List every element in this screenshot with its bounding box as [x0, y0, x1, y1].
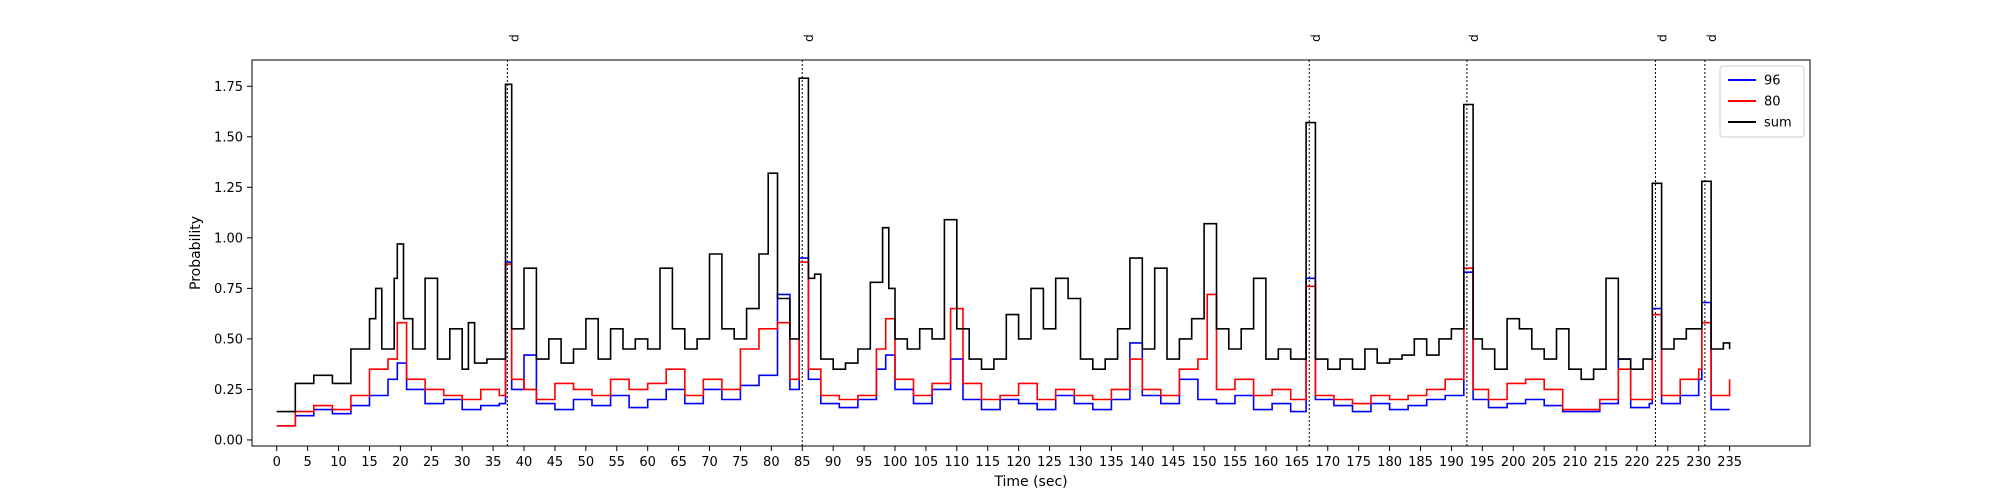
legend: 96 80 sum	[1719, 65, 1805, 138]
x-tick-label: 30	[454, 455, 471, 470]
x-tick-label: 50	[578, 455, 595, 470]
x-tick-label: 210	[1563, 455, 1588, 470]
x-tick-label: 110	[944, 455, 969, 470]
x-tick-label: 75	[732, 455, 749, 470]
x-tick-label: 145	[1161, 455, 1186, 470]
x-tick-label: 90	[825, 455, 842, 470]
x-tick-label: 125	[1037, 455, 1062, 470]
x-tick-label: 230	[1686, 455, 1711, 470]
x-tick-label: 215	[1594, 455, 1619, 470]
y-tick-label: 0.25	[214, 383, 243, 398]
y-axis-ticks: 0.00 0.25 0.50 0.75 1.00 1.25 1.50 1.75	[214, 80, 252, 448]
x-tick-label: 130	[1068, 455, 1093, 470]
x-tick-label: 205	[1532, 455, 1557, 470]
x-tick-label: 180	[1377, 455, 1402, 470]
y-tick-label: 0.50	[214, 332, 243, 347]
x-tick-label: 155	[1223, 455, 1248, 470]
x-tick-label: 65	[670, 455, 687, 470]
y-axis-label: Probability	[188, 216, 204, 290]
x-tick-label: 170	[1315, 455, 1340, 470]
x-tick-label: 60	[639, 455, 656, 470]
x-tick-label: 95	[856, 455, 873, 470]
x-tick-label: 140	[1130, 455, 1155, 470]
event-marker-label: p	[508, 34, 522, 42]
y-tick-label: 1.50	[214, 130, 243, 145]
x-tick-label: 175	[1346, 455, 1371, 470]
y-tick-label: 1.00	[214, 231, 243, 246]
x-axis-label: Time (sec)	[993, 474, 1067, 490]
x-tick-label: 225	[1655, 455, 1680, 470]
y-tick-label: 1.25	[214, 181, 243, 196]
x-tick-label: 220	[1624, 455, 1649, 470]
event-marker-label: p	[1656, 34, 1670, 42]
x-tick-label: 165	[1284, 455, 1309, 470]
legend-label: 80	[1764, 95, 1781, 110]
y-tick-label: 0.75	[214, 282, 243, 297]
x-tick-label: 80	[763, 455, 780, 470]
series-line-80	[276, 261, 1731, 427]
event-marker-label: p	[1468, 34, 1482, 42]
x-tick-label: 70	[701, 455, 718, 470]
series-lines	[276, 77, 1731, 427]
event-marker-label: p	[803, 34, 817, 42]
x-tick-label: 5	[304, 455, 312, 470]
event-marker-label: p	[1310, 34, 1324, 42]
x-tick-label: 185	[1408, 455, 1433, 470]
plot-frame	[251, 59, 1811, 447]
x-tick-label: 15	[361, 455, 378, 470]
x-tick-label: 55	[608, 455, 625, 470]
x-tick-label: 235	[1717, 455, 1742, 470]
x-axis-ticks: 0 5 10 15 20 25 30 35 40 45 50 55 60 65 70 75 80 85 90 95 10…	[273, 446, 1742, 470]
series-line-sum	[276, 77, 1731, 413]
x-tick-label: 120	[1006, 455, 1031, 470]
x-tick-label: 35	[485, 455, 502, 470]
x-tick-label: 160	[1254, 455, 1279, 470]
x-tick-label: 190	[1439, 455, 1464, 470]
legend-box	[1719, 65, 1805, 138]
y-tick-label: 0.00	[214, 433, 243, 448]
x-tick-label: 115	[975, 455, 1000, 470]
x-tick-label: 45	[547, 455, 564, 470]
y-tick-label: 1.75	[214, 80, 243, 95]
x-tick-label: 150	[1192, 455, 1217, 470]
x-tick-label: 25	[423, 455, 440, 470]
x-tick-label: 85	[794, 455, 811, 470]
x-tick-label: 200	[1501, 455, 1526, 470]
x-tick-label: 195	[1470, 455, 1495, 470]
legend-label: 96	[1764, 74, 1781, 89]
event-marker-label: p	[1706, 34, 1720, 42]
series-line-96	[276, 257, 1730, 427]
x-tick-label: 40	[516, 455, 533, 470]
x-tick-label: 0	[273, 455, 281, 470]
x-tick-label: 135	[1099, 455, 1124, 470]
legend-label: sum	[1764, 116, 1792, 131]
x-tick-label: 20	[392, 455, 409, 470]
x-tick-label: 105	[913, 455, 938, 470]
x-tick-label: 10	[330, 455, 347, 470]
x-tick-label: 100	[883, 455, 908, 470]
